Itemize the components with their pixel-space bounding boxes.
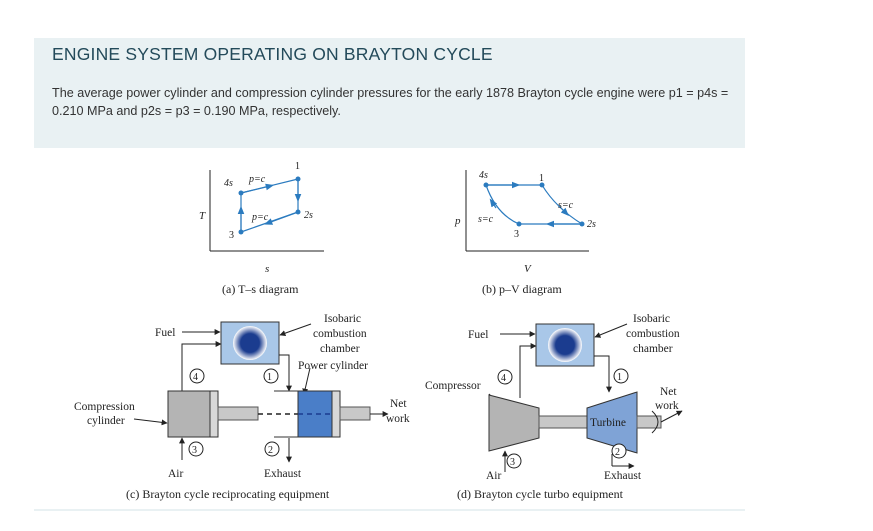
turbo-fuel-label: Fuel [468,329,488,341]
turbo-caption: (d) Brayton cycle turbo equipment [457,487,624,501]
brayton-figure: T s 1 4s 2s 3 p=c p=c (a) T–s diagram p … [34,148,745,510]
recip-equipment: Fuel Isobaric combustion chamber 4 1 Pow… [74,313,410,501]
pv-caption: (b) p–V diagram [482,282,562,296]
pv-label-right: s=c [558,200,574,211]
brayton-figure-svg: T s 1 4s 2s 3 p=c p=c (a) T–s diagram p … [74,161,683,501]
ts-point-4s: 4s [224,178,233,189]
turbo-turbine [586,391,638,454]
turbo-net-2: work [655,400,679,412]
problem-description: The average power cylinder and compressi… [52,86,729,118]
ts-label-bottom: p=c [251,212,269,223]
ts-caption: (a) T–s diagram [222,282,299,296]
pv-path-3-4s [485,184,520,225]
turbo-exhaust-label: Exhaust [604,470,642,482]
recip-exhaust-label: Exhaust [264,468,302,480]
ts-point-3: 3 [229,230,234,241]
turbo-compressor [488,394,540,452]
pv-point-1: 1 [539,173,544,184]
recip-flame-icon [233,326,267,360]
pv-point-3: 3 [514,229,519,240]
page-title: ENGINE SYSTEM OPERATING ON BRAYTON CYCLE [52,44,493,64]
recip-compression-1: Compression [74,401,135,413]
turbo-compressor-label: Compressor [425,380,481,392]
turbo-state-3: 3 [510,457,515,468]
turbo-air-label: Air [486,470,502,482]
recip-state-1: 1 [267,372,272,383]
recip-net-1: Net [390,398,407,410]
recip-isobaric-1: Isobaric [324,313,361,325]
recip-isobaric-2: combustion [313,328,367,340]
recip-fuel-label: Fuel [155,327,175,339]
ts-label-top: p=c [248,174,266,185]
turbo-isobaric-1: Isobaric [633,313,670,325]
turbo-isobaric-3: chamber [633,343,673,355]
recip-net-2: work [386,413,410,425]
recip-piston-rod-left [217,406,259,421]
recip-isobaric-3: chamber [320,343,360,355]
turbo-flame-icon [548,328,582,362]
pv-label-left: s=c [478,214,494,225]
ts-axis-x-label: s [265,263,269,275]
pv-point-4s: 4s [479,170,488,181]
turbo-net-1: Net [660,386,677,398]
turbo-state-4: 4 [501,373,506,384]
turbo-state-2: 2 [615,447,620,458]
recip-state-4: 4 [193,372,198,383]
recip-piston-rod-right [339,406,371,421]
pv-point-2s: 2s [587,219,596,230]
ts-axis-y-label: T [199,210,206,222]
ts-point-1: 1 [295,161,300,172]
recip-air-label: Air [168,468,184,480]
turbo-state-1: 1 [617,372,622,383]
pv-diagram: p V 4s 1 2s 3 s=c s=c (b) p–V diagram [454,170,596,296]
recip-compression-2: cylinder [87,415,125,427]
recip-power-cylinder-label: Power cylinder [298,360,368,372]
pv-axis-x-label: V [524,263,532,275]
turbo-equipment: Fuel Isobaric combustion chamber 4 Compr… [425,313,683,501]
recip-state-2: 2 [268,445,273,456]
turbo-turbine-label: Turbine [590,417,626,429]
turbo-shaft [538,415,588,429]
recip-compression-cylinder [167,390,211,438]
figure-bottom-border [34,509,745,511]
recip-state-3: 3 [192,445,197,456]
problem-card: ENGINE SYSTEM OPERATING ON BRAYTON CYCLE… [34,38,745,148]
ts-diagram: T s 1 4s 2s 3 p=c p=c (a) T–s diagram [199,161,324,296]
ts-point-2s: 2s [304,210,313,221]
recip-caption: (c) Brayton cycle reciprocating equipmen… [126,487,330,501]
turbo-isobaric-2: combustion [626,328,680,340]
pv-axis-y-label: p [454,215,461,227]
